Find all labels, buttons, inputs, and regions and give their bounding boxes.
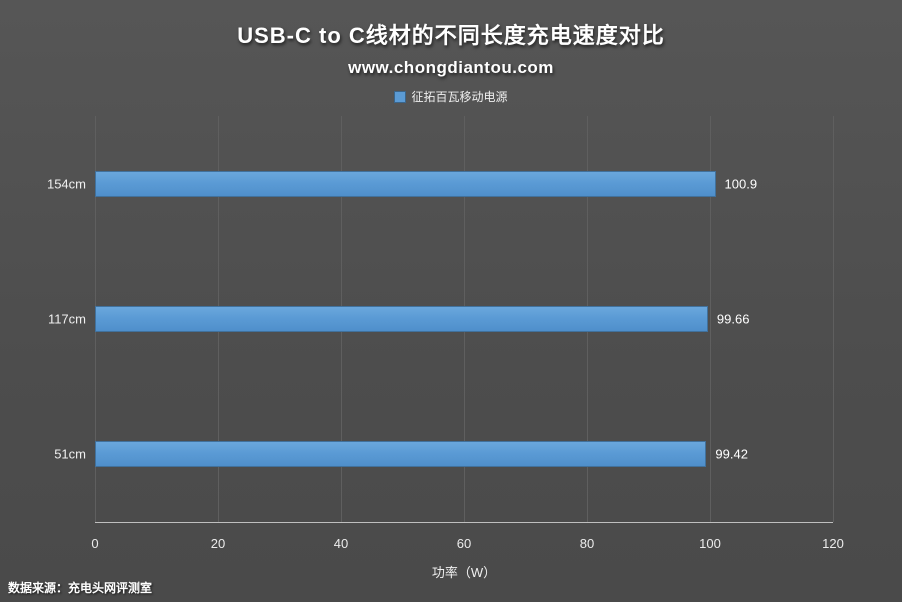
category-label: 117cm <box>47 311 86 327</box>
value-label: 100.9 <box>724 176 758 192</box>
x-tick-label: 80 <box>579 536 595 551</box>
data-source: 数据来源：充电头网评测室 <box>8 581 153 595</box>
chart-subtitle: www.chongdiantou.com <box>348 58 554 77</box>
x-tick-label: 120 <box>822 536 844 551</box>
category-label: 154cm <box>46 176 86 192</box>
value-label: 99.66 <box>716 311 750 327</box>
category-label: 51cm <box>54 446 86 462</box>
x-tick-label: 100 <box>699 536 721 551</box>
bar <box>95 170 716 197</box>
legend: 征拓百瓦移动电源 <box>0 88 902 105</box>
chart-title: USB-C to C线材的不同长度充电速度对比 <box>237 23 665 48</box>
legend-label: 征拓百瓦移动电源 <box>411 90 508 104</box>
x-axis-title: 功率（W） <box>431 565 497 580</box>
x-tick-label: 0 <box>91 536 99 551</box>
plot-area: 100.9 99.66 99.42 <box>95 116 834 523</box>
bar <box>95 441 707 468</box>
legend-swatch-icon <box>394 90 407 103</box>
x-tick-label: 20 <box>210 536 226 551</box>
x-tick-label: 40 <box>333 536 349 551</box>
gridline <box>710 116 711 522</box>
x-tick-label: 60 <box>456 536 472 551</box>
value-label: 99.42 <box>715 446 748 462</box>
bar <box>95 306 708 332</box>
gridline <box>833 116 834 522</box>
